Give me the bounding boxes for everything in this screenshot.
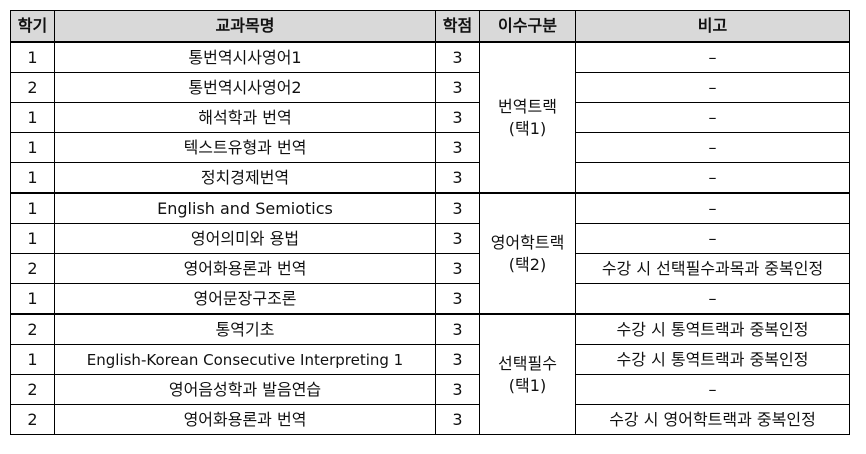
credit-cell: 3	[435, 404, 480, 435]
course-cell: 해석학과 번역	[54, 102, 436, 133]
term-cell: 2	[10, 253, 55, 284]
table-row: 2 영어화용론과 번역 3 수강 시 선택필수과목과 중복인정	[10, 253, 850, 284]
note-cell: –	[575, 374, 850, 405]
category-choice: (택1)	[508, 375, 547, 395]
header-term: 학기	[10, 10, 55, 43]
credit-cell: 3	[435, 283, 480, 315]
header-credit: 학점	[435, 10, 480, 43]
term-cell: 1	[10, 344, 55, 375]
term-cell: 1	[10, 192, 55, 224]
credit-cell: 3	[435, 223, 480, 254]
category-label: 영어학트랙	[490, 232, 565, 252]
credit-cell: 3	[435, 102, 480, 133]
credit-cell: 3	[435, 162, 480, 194]
credit-cell: 3	[435, 72, 480, 103]
term-cell: 1	[10, 283, 55, 315]
table-row: 1 텍스트유형과 번역 3 –	[10, 132, 850, 163]
course-table: 학기 교과목명 학점 이수구분 비고 1 통번역시사영어1 3 번역트랙 (택1…	[10, 10, 850, 435]
course-cell: English and Semiotics	[54, 192, 436, 224]
course-cell: 통번역시사영어2	[54, 72, 436, 103]
category-label: 선택필수	[498, 353, 557, 373]
course-cell: 영어음성학과 발음연습	[54, 374, 436, 405]
term-cell: 2	[10, 374, 55, 405]
table-row: 2 영어음성학과 발음연습 3 –	[10, 374, 850, 405]
term-cell: 1	[10, 132, 55, 163]
header-row: 학기 교과목명 학점 이수구분 비고	[10, 10, 850, 43]
note-cell: –	[575, 223, 850, 254]
term-cell: 1	[10, 102, 55, 133]
course-cell: 정치경제번역	[54, 162, 436, 194]
table-row: 1 영어문장구조론 3 –	[10, 283, 850, 315]
note-cell: –	[575, 162, 850, 194]
category-cell-english-linguistics-track: 영어학트랙 (택2)	[479, 192, 576, 315]
category-label: 번역트랙	[498, 96, 557, 116]
term-cell: 2	[10, 313, 55, 345]
credit-cell: 3	[435, 192, 480, 224]
table-row: 1 영어의미와 용법 3 –	[10, 223, 850, 254]
table-row: 1 해석학과 번역 3 –	[10, 102, 850, 133]
table-row: 1 English-Korean Consecutive Interpretin…	[10, 344, 850, 375]
course-cell: 영어화용론과 번역	[54, 253, 436, 284]
table-row: 1 English and Semiotics 3 영어학트랙 (택2) –	[10, 192, 850, 315]
course-cell: 통번역시사영어1	[54, 41, 436, 73]
term-cell: 1	[10, 41, 55, 73]
table-row: 2 영어화용론과 번역 3 수강 시 영어학트랙과 중복인정	[10, 404, 850, 435]
note-cell: 수강 시 선택필수과목과 중복인정	[575, 253, 850, 284]
category-choice: (택2)	[508, 254, 547, 274]
note-cell: –	[575, 41, 850, 73]
note-cell: –	[575, 283, 850, 315]
note-cell: 수강 시 영어학트랙과 중복인정	[575, 404, 850, 435]
credit-cell: 3	[435, 253, 480, 284]
course-cell: 영어의미와 용법	[54, 223, 436, 254]
table-row: 2 통번역시사영어2 3 –	[10, 72, 850, 103]
term-cell: 1	[10, 223, 55, 254]
course-cell: 텍스트유형과 번역	[54, 132, 436, 163]
credit-cell: 3	[435, 132, 480, 163]
table-row: 1 정치경제번역 3 –	[10, 162, 850, 194]
header-course: 교과목명	[54, 10, 436, 43]
note-cell: –	[575, 72, 850, 103]
term-cell: 2	[10, 404, 55, 435]
note-cell: –	[575, 102, 850, 133]
course-cell: 영어문장구조론	[54, 283, 436, 315]
table-row: 2 통역기초 3 선택필수 (택1) 수강 시 통역트랙과 중복인정	[10, 313, 850, 435]
credit-cell: 3	[435, 41, 480, 73]
note-cell: –	[575, 192, 850, 224]
term-cell: 1	[10, 162, 55, 194]
course-cell: English-Korean Consecutive Interpreting …	[54, 344, 436, 375]
header-note: 비고	[575, 10, 850, 43]
note-cell: 수강 시 통역트랙과 중복인정	[575, 344, 850, 375]
note-cell: –	[575, 132, 850, 163]
course-cell: 통역기초	[54, 313, 436, 345]
header-category: 이수구분	[479, 10, 576, 43]
course-cell: 영어화용론과 번역	[54, 404, 436, 435]
note-cell: 수강 시 통역트랙과 중복인정	[575, 313, 850, 345]
term-cell: 2	[10, 72, 55, 103]
category-cell-required-elective: 선택필수 (택1)	[479, 313, 576, 435]
category-choice: (택1)	[508, 118, 547, 138]
table-row: 1 통번역시사영어1 3 번역트랙 (택1) –	[10, 41, 850, 194]
category-cell-translation-track: 번역트랙 (택1)	[479, 41, 576, 194]
credit-cell: 3	[435, 313, 480, 345]
credit-cell: 3	[435, 344, 480, 375]
credit-cell: 3	[435, 374, 480, 405]
